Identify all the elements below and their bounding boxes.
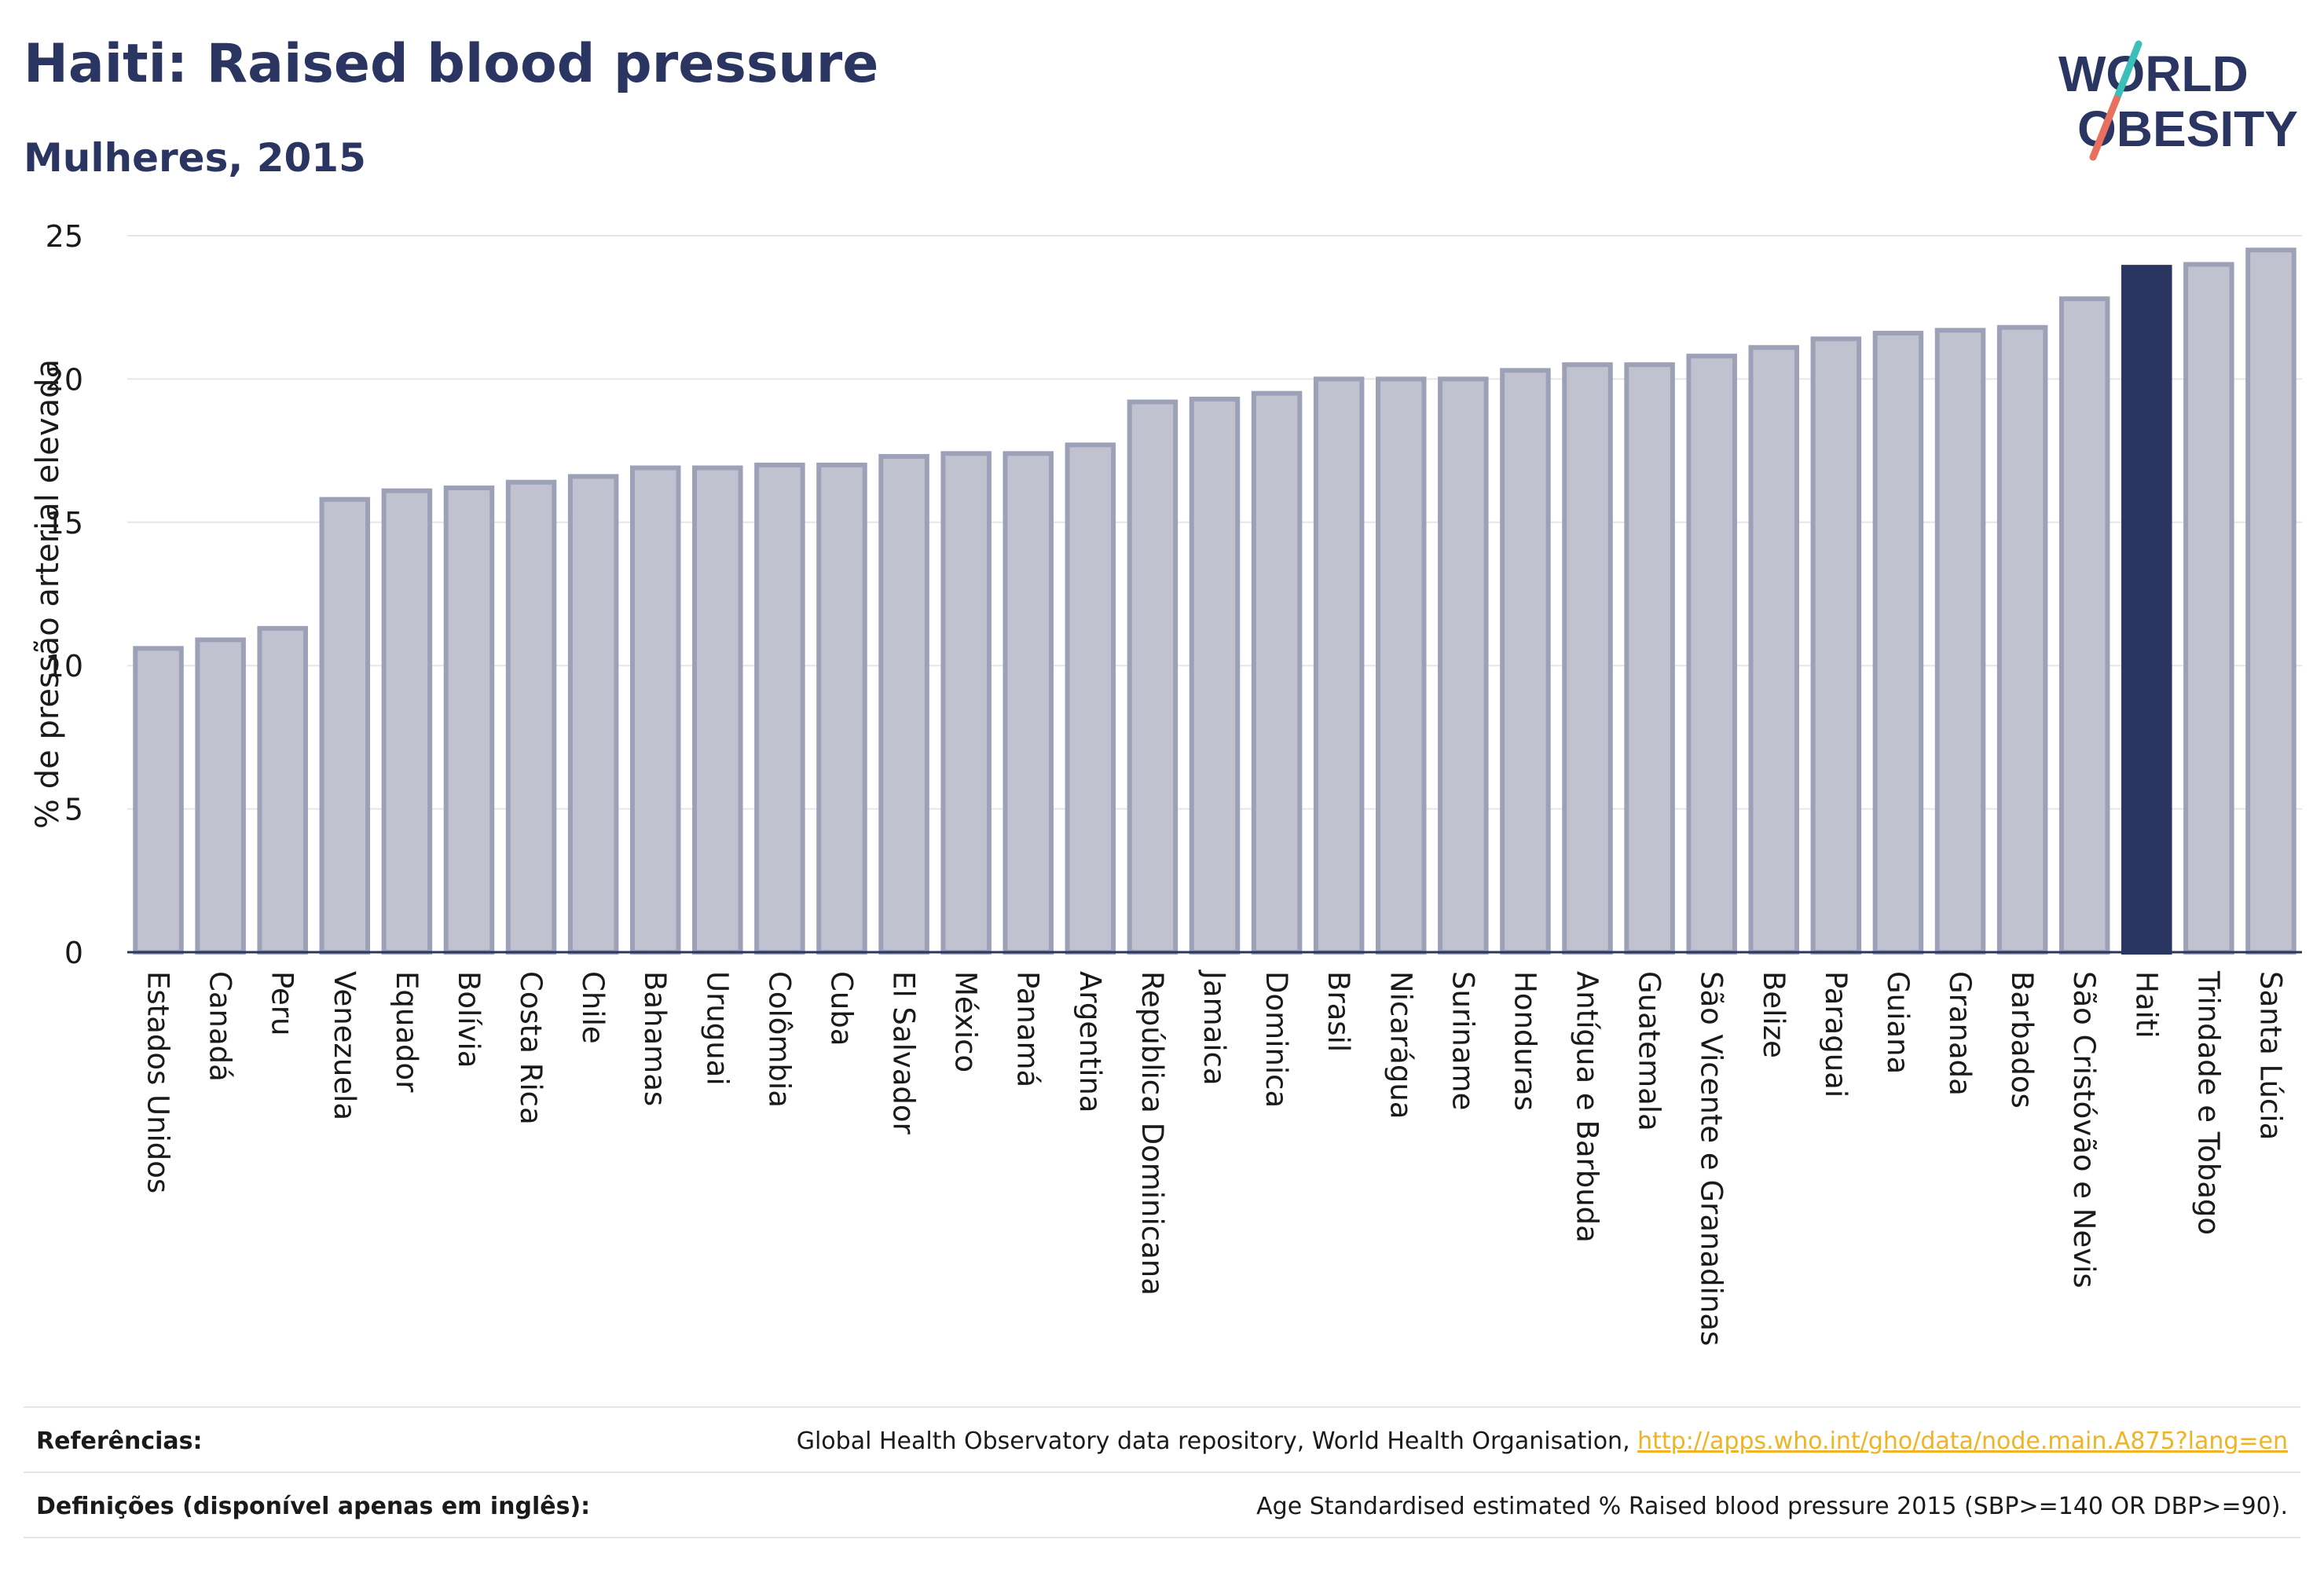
bar	[1996, 324, 2048, 955]
bar	[257, 625, 308, 955]
x-tick-label: México	[949, 971, 983, 1072]
x-tick-label: Colômbia	[762, 971, 796, 1108]
bar	[692, 465, 743, 955]
references-link[interactable]: http://apps.who.int/gho/data/node.main.A…	[1637, 1428, 2288, 1455]
bar	[505, 479, 557, 955]
x-tick-label: São Cristóvão e Nevis	[2067, 971, 2101, 1288]
x-tick-label: Argentina	[1073, 971, 1107, 1112]
bar	[1003, 451, 1054, 955]
logo-slash-coral	[2089, 95, 2121, 161]
bar	[1810, 336, 1862, 955]
x-tick-label: Bahamas	[638, 971, 672, 1106]
bar	[319, 497, 371, 955]
definitions-label: Definições (disponível apenas em inglês)…	[36, 1493, 591, 1520]
x-tick-label: Panamá	[1011, 971, 1045, 1087]
bar	[567, 474, 619, 955]
x-tick-label: Belize	[1757, 971, 1791, 1058]
x-tick-label: Nicarágua	[1384, 971, 1417, 1119]
x-tick-label: Santa Lúcia	[2253, 971, 2287, 1140]
bar	[2183, 262, 2234, 955]
bar	[195, 637, 246, 955]
bar	[1313, 376, 1365, 955]
svg-text:WORLD: WORLD	[2058, 46, 2249, 102]
x-tick-label: Guatemala	[1633, 971, 1666, 1131]
x-tick-label: Costa Rica	[514, 971, 548, 1125]
x-tick-label: Brasil	[1321, 971, 1355, 1052]
bar	[1500, 368, 1551, 955]
bar	[2245, 247, 2297, 955]
references-text: Global Health Observatory data repositor…	[796, 1428, 1638, 1455]
x-tick-label: Barbados	[2005, 971, 2039, 1109]
x-tick-label: Guiana	[1881, 971, 1915, 1074]
x-tick-label: Cuba	[824, 971, 858, 1046]
y-tick-label: 25	[46, 219, 83, 254]
x-tick-label: Jamaica	[1197, 969, 1231, 1086]
bar	[1686, 354, 1737, 955]
bar	[381, 488, 433, 955]
y-tick-label: 0	[64, 936, 83, 970]
x-tick-label: Uruguai	[700, 971, 734, 1086]
bar	[629, 465, 681, 955]
x-tick-label: Dominica	[1259, 971, 1293, 1108]
y-tick-label: 10	[46, 649, 83, 684]
footer-divider	[24, 1537, 2300, 1538]
y-tick-label: 20	[46, 362, 83, 397]
bar	[2121, 265, 2172, 955]
bar	[1438, 376, 1489, 955]
y-axis-label: % de pressão arterial elevada	[30, 359, 66, 829]
bar	[1562, 362, 1613, 955]
x-tick-label: Haiti	[2129, 971, 2163, 1039]
footer-divider	[24, 1472, 2300, 1473]
x-tick-label: Suriname	[1446, 971, 1479, 1110]
x-tick-label: Trindade e Tobago	[2191, 970, 2225, 1235]
x-tick-label: Equador	[390, 971, 423, 1093]
page-subtitle: Mulheres, 2015	[24, 135, 366, 181]
world-obesity-logo: WORLD OBESITY	[2058, 40, 2298, 161]
x-tick-label: Peru	[266, 971, 299, 1035]
bar	[1127, 399, 1178, 955]
bar	[2058, 296, 2110, 955]
references-label: Referências:	[36, 1428, 203, 1455]
bar	[1934, 328, 1986, 955]
y-tick-label: 15	[46, 506, 83, 541]
bar	[1251, 390, 1303, 955]
x-tick-label: Granada	[1943, 971, 1977, 1096]
y-tick-label: 5	[64, 793, 83, 827]
bar	[1872, 331, 1924, 955]
definitions-text: Age Standardised estimated % Raised bloo…	[1256, 1493, 2288, 1520]
logo-slash-teal	[2113, 40, 2143, 103]
x-tick-label: Venezuela	[328, 971, 361, 1120]
x-tick-label: Antígua e Barbuda	[1571, 971, 1604, 1243]
x-tick-label: Estados Unidos	[141, 971, 175, 1193]
x-tick-label: República Dominicana	[1135, 971, 1169, 1296]
bar	[1375, 376, 1427, 955]
bar	[878, 453, 929, 955]
footer-divider	[24, 1406, 2300, 1408]
bar	[1624, 362, 1675, 955]
bar	[1748, 345, 1800, 955]
page-title: Haiti: Raised blood pressure	[24, 33, 879, 95]
x-tick-label: Honduras	[1508, 971, 1541, 1111]
bar	[940, 451, 992, 955]
x-tick-label: Paraguai	[1819, 971, 1853, 1098]
bar	[133, 646, 184, 955]
bar	[443, 486, 495, 955]
x-tick-label: Chile	[576, 971, 610, 1044]
bar	[1189, 396, 1241, 955]
x-tick-label: São Vicente e Granadinas	[1695, 971, 1728, 1346]
bar-chart: 0 5 10 15 20 25 % de pressão arterial elevada E…	[30, 219, 2302, 1346]
bar	[754, 462, 805, 955]
x-tick-label: El Salvador	[887, 971, 921, 1135]
bar	[816, 462, 867, 955]
x-tick-label: Bolívia	[452, 971, 486, 1068]
x-tick-label: Canadá	[203, 971, 237, 1082]
references-value: Global Health Observatory data repositor…	[797, 1428, 2288, 1455]
bar	[1065, 442, 1116, 955]
